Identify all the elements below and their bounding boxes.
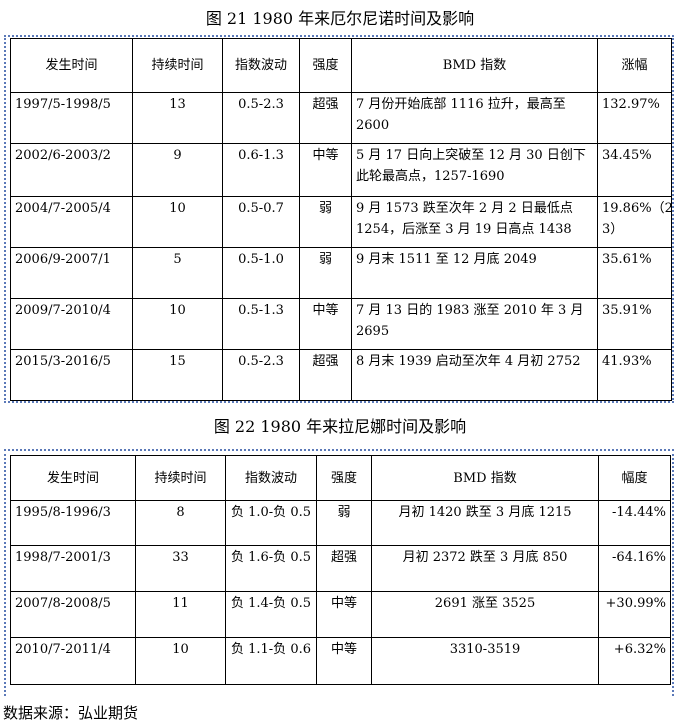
cell-bmd: 3310-3519: [371, 637, 599, 685]
table-row: 2010/7-2011/4 10 负 1.1-负 0.6 中等 3310-351…: [10, 637, 671, 685]
header-time: 发生时间: [10, 455, 136, 501]
cell-time: 2015/3-2016/5: [10, 349, 133, 401]
data-source-note: 数据来源：弘业期货: [3, 704, 139, 722]
table2-frame: [4, 449, 674, 696]
cell-bmd: 月初 2372 跌至 3 月底 850: [371, 545, 599, 592]
header-time: 发生时间: [10, 38, 133, 93]
cell-bmd: 8 月末 1939 启动至次年 4 月初 2752: [351, 349, 598, 401]
cell-intensity: 弱: [299, 247, 352, 299]
cell-index-range: 0.5-1.0: [222, 247, 300, 299]
cell-index-range: 负 1.4-负 0.5: [225, 591, 317, 638]
cell-intensity: 超强: [299, 349, 352, 401]
cell-bmd: 7 月 13 日的 1983 涨至 2010 年 3 月 2695: [351, 298, 598, 350]
table-row: 2006/9-2007/1 5 0.5-1.0 弱 9 月末 1511 至 12…: [10, 247, 672, 299]
header-intensity: 强度: [316, 455, 372, 501]
cell-duration: 10: [132, 298, 223, 350]
cell-change: 132.97%: [597, 92, 672, 144]
cell-bmd: 9 月 1573 跌至次年 2 月 2 日最低点 1254，后涨至 3 月 19…: [351, 196, 598, 248]
cell-intensity: 中等: [316, 591, 372, 638]
table-row: 1997/5-1998/5 13 0.5-2.3 超强 7 月份开始底部 111…: [10, 92, 672, 144]
cell-index-range: 负 1.6-负 0.5: [225, 545, 317, 592]
cell-index-range: 负 1.0-负 0.5: [225, 500, 317, 546]
table1-frame: [4, 35, 674, 403]
header-duration: 持续时间: [135, 455, 226, 501]
cell-intensity: 中等: [299, 143, 352, 197]
header-bmd: BMD 指数: [351, 38, 598, 93]
cell-index-range: 0.6-1.3: [222, 143, 300, 197]
table2-caption: 图 22 1980 年来拉尼娜时间及影响: [213, 417, 467, 436]
cell-intensity: 中等: [299, 298, 352, 350]
cell-bmd: 9 月末 1511 至 12 月底 2049: [351, 247, 598, 299]
cell-change: -14.44%: [598, 500, 671, 546]
la-nina-table: 发生时间 持续时间 指数波动 强度 BMD 指数 幅度 1995/8-1996/…: [10, 455, 671, 685]
cell-duration: 11: [135, 591, 226, 638]
cell-intensity: 超强: [316, 545, 372, 592]
cell-change: +30.99%: [598, 591, 671, 638]
cell-time: 1995/8-1996/3: [10, 500, 136, 546]
cell-intensity: 弱: [316, 500, 372, 546]
cell-time: 1997/5-1998/5: [10, 92, 133, 144]
cell-duration: 5: [132, 247, 223, 299]
cell-bmd-text: 8 月末 1939 启动至次年 4 月初 2752: [356, 354, 581, 369]
header-bmd: BMD 指数: [371, 455, 599, 501]
table-header-row: 发生时间 持续时间 指数波动 强度 BMD 指数 涨幅: [10, 38, 672, 93]
cell-index-range: 0.5-2.3: [222, 92, 300, 144]
table-row: 2004/7-2005/4 10 0.5-0.7 弱 9 月 1573 跌至次年…: [10, 196, 672, 248]
table-row: 1995/8-1996/3 8 负 1.0-负 0.5 弱 月初 1420 跌至…: [10, 500, 671, 546]
cell-change: -64.16%: [598, 545, 671, 592]
cell-time: 2010/7-2011/4: [10, 637, 136, 685]
table-header-row: 发生时间 持续时间 指数波动 强度 BMD 指数 幅度: [10, 455, 671, 501]
cell-time: 1998/7-2001/3: [10, 545, 136, 592]
cell-index-range: 0.5-0.7: [222, 196, 300, 248]
cell-duration: 33: [135, 545, 226, 592]
cell-change: 34.45%: [597, 143, 672, 197]
table1-caption: 图 21 1980 年来厄尔尼诺时间及影响: [205, 9, 475, 28]
cell-change: 19.86%（2-3）: [597, 196, 672, 248]
cell-bmd: 7 月份开始底部 1116 拉升，最高至 2600: [351, 92, 598, 144]
el-nino-table: 发生时间 持续时间 指数波动 强度 BMD 指数 涨幅 1997/5-1998/…: [10, 38, 672, 401]
cell-change: 41.93%: [597, 349, 672, 401]
cell-duration: 13: [132, 92, 223, 144]
header-change: 幅度: [598, 455, 671, 501]
cell-time: 2007/8-2008/5: [10, 591, 136, 638]
cell-bmd-text: 9 月 1573 跌至次年 2 月 2 日最低点 1254，后涨至 3 月 19…: [356, 201, 573, 237]
cell-index-range: 0.5-1.3: [222, 298, 300, 350]
cell-bmd: 5 月 17 日向上突破至 12 月 30 日创下此轮最高点，1257-1690: [351, 143, 598, 197]
cell-bmd-text: 5 月 17 日向上突破至 12 月 30 日创下此轮最高点，1257-1690: [356, 148, 586, 184]
table-row: 2015/3-2016/5 15 0.5-2.3 超强 8 月末 1939 启动…: [10, 349, 672, 401]
header-index-range: 指数波动: [222, 38, 300, 93]
cell-duration: 9: [132, 143, 223, 197]
table-row: 2009/7-2010/4 10 0.5-1.3 中等 7 月 13 日的 19…: [10, 298, 672, 350]
cell-intensity: 弱: [299, 196, 352, 248]
cell-duration: 10: [132, 196, 223, 248]
header-intensity: 强度: [299, 38, 352, 93]
cell-change: 35.61%: [597, 247, 672, 299]
cell-duration: 8: [135, 500, 226, 546]
cell-duration: 10: [135, 637, 226, 685]
cell-change: 35.91%: [597, 298, 672, 350]
cell-bmd-text: 7 月 13 日的 1983 涨至 2010 年 3 月 2695: [356, 303, 584, 339]
cell-intensity: 超强: [299, 92, 352, 144]
header-change: 涨幅: [597, 38, 672, 93]
cell-intensity: 中等: [316, 637, 372, 685]
header-duration: 持续时间: [132, 38, 223, 93]
header-index-range: 指数波动: [225, 455, 317, 501]
cell-bmd-text: 9 月末 1511 至 12 月底 2049: [356, 252, 537, 267]
table-row: 2007/8-2008/5 11 负 1.4-负 0.5 中等 2691 涨至 …: [10, 591, 671, 638]
cell-time: 2002/6-2003/2: [10, 143, 133, 197]
cell-time: 2006/9-2007/1: [10, 247, 133, 299]
cell-bmd: 2691 涨至 3525: [371, 591, 599, 638]
table-row: 1998/7-2001/3 33 负 1.6-负 0.5 超强 月初 2372 …: [10, 545, 671, 592]
cell-time: 2009/7-2010/4: [10, 298, 133, 350]
table-row: 2002/6-2003/2 9 0.6-1.3 中等 5 月 17 日向上突破至…: [10, 143, 672, 197]
cell-bmd: 月初 1420 跌至 3 月底 1215: [371, 500, 599, 546]
cell-duration: 15: [132, 349, 223, 401]
cell-index-range: 0.5-2.3: [222, 349, 300, 401]
cell-bmd-text: 7 月份开始底部 1116 拉升，最高至 2600: [356, 97, 566, 133]
cell-change: +6.32%: [598, 637, 671, 685]
cell-index-range: 负 1.1-负 0.6: [225, 637, 317, 685]
cell-time: 2004/7-2005/4: [10, 196, 133, 248]
